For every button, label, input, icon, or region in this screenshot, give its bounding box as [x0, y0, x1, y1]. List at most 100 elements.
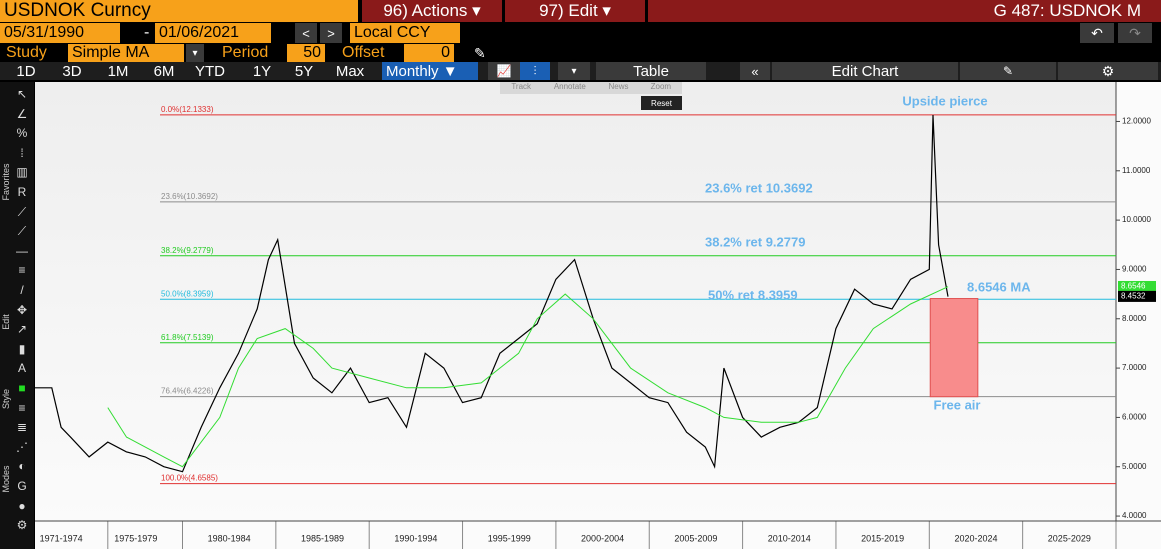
fib-label: 23.6%(10.3692): [161, 192, 218, 201]
tool-icon[interactable]: G: [17, 479, 27, 493]
study-label: Study: [6, 44, 47, 61]
y-tick-label: 4.0000: [1122, 511, 1147, 520]
fib-label: 50.0%(8.3959): [161, 289, 214, 298]
collapse[interactable]: «: [740, 62, 770, 80]
x-tick-label: 2025-2029: [1048, 533, 1091, 543]
annotation: 50% ret 8.3959: [708, 287, 798, 302]
popup-zoom[interactable]: Zoom: [650, 82, 672, 91]
y-tick-label: 5.0000: [1122, 462, 1147, 471]
prev-button[interactable]: <: [295, 23, 317, 43]
frequency[interactable]: Monthly ▼: [382, 62, 478, 80]
fib-label: 0.0%(12.1333): [161, 105, 214, 114]
currency[interactable]: Local CCY: [350, 23, 460, 43]
annotation: Upside pierce: [902, 93, 987, 108]
screen-title: G 487: USDNOK M: [648, 0, 1161, 22]
x-axis-background: [35, 521, 1161, 549]
undo[interactable]: ↶: [1080, 23, 1114, 43]
plot-background: [35, 82, 1116, 521]
last-value-label: 8.4532: [1121, 292, 1146, 301]
chart-dropdown[interactable]: ▾: [558, 62, 590, 80]
tool-icon[interactable]: /: [20, 283, 24, 297]
y-tick-label: 8.0000: [1122, 314, 1147, 323]
period-label: Period: [222, 44, 269, 61]
start-date[interactable]: 05/31/1990: [0, 23, 120, 43]
tool-icon[interactable]: ≣: [16, 420, 28, 435]
tool-icon[interactable]: ↗: [16, 322, 28, 337]
line-icon[interactable]: 📈: [488, 62, 520, 80]
redo[interactable]: ↷: [1118, 23, 1152, 43]
price-line: [35, 114, 949, 473]
table-button[interactable]: Table: [596, 62, 706, 80]
side-toolbar: ↖ ∠% ⁞ ▥ R ⟋ ⟋ — ≡ / ✥ ↗ ▮ A ■ ≡ ≣ ⋰ ◐ G ● ⚙ Favorites Edit S…: [0, 82, 34, 549]
last-value-tag: [1118, 290, 1156, 302]
x-tick-label: 2000-2004: [581, 533, 624, 543]
reset-button[interactable]: Reset: [641, 96, 682, 110]
annotation: 38.2% ret 9.2779: [705, 234, 805, 249]
tool-icon[interactable]: ✥: [16, 302, 28, 317]
y-tick-label: 10.0000: [1122, 215, 1151, 224]
y-tick-label: 9.0000: [1122, 265, 1147, 274]
edit-icon[interactable]: ✎: [960, 62, 1056, 80]
range-button[interactable]: 1D: [16, 62, 36, 80]
title-bar: USDNOK Curncy 96) Actions ▾ 97) Edit ▾ G…: [0, 0, 1161, 22]
tool-icon[interactable]: ≡: [18, 263, 26, 278]
x-tick-label: 1980-1984: [208, 533, 251, 543]
actions-menu[interactable]: 96) Actions ▾: [362, 0, 502, 22]
fib-label: 100.0%(4.6585): [161, 474, 218, 483]
x-tick-label: 2010-2014: [768, 533, 811, 543]
range-button[interactable]: Max: [335, 62, 365, 80]
tool-icon[interactable]: ■: [18, 381, 26, 395]
fib-label: 61.8%(7.5139): [161, 333, 214, 342]
popup-track[interactable]: Track: [511, 82, 532, 91]
popup-news[interactable]: News: [608, 82, 629, 91]
range-button[interactable]: 1Y: [252, 62, 272, 80]
tool-icon[interactable]: ≡: [18, 400, 26, 415]
annotation: 8.6546 MA: [967, 279, 1031, 294]
end-date[interactable]: 01/06/2021: [155, 23, 271, 43]
tool-icon[interactable]: ↖: [16, 87, 28, 101]
settings[interactable]: ⚙: [1058, 62, 1158, 80]
popup-annotate[interactable]: Annotate: [553, 82, 586, 91]
fib-label: 38.2%(9.2779): [161, 246, 214, 255]
last-value-tag: [1118, 280, 1156, 292]
x-tick-label: 1995-1999: [488, 533, 531, 543]
ticker[interactable]: USDNOK Curncy: [0, 0, 358, 22]
study-dropdown[interactable]: ▾: [186, 44, 204, 62]
tool-icon[interactable]: %: [16, 126, 28, 141]
tool-icon[interactable]: R: [17, 185, 27, 199]
tool-icon[interactable]: ▥: [16, 165, 28, 180]
tool-icon[interactable]: —: [16, 243, 28, 258]
tool-icon[interactable]: ●: [18, 498, 26, 513]
edit-chart[interactable]: Edit Chart: [772, 62, 958, 80]
tool-icon[interactable]: ◐: [18, 459, 26, 474]
tool-icon[interactable]: ∠: [16, 106, 28, 121]
range-button[interactable]: YTD: [195, 62, 225, 80]
study[interactable]: Simple MA: [68, 44, 184, 62]
tool-icon[interactable]: ▮: [18, 341, 26, 356]
pen-icon[interactable]: ✎: [474, 44, 486, 61]
tool-icon[interactable]: A: [17, 361, 26, 376]
annotation: Free air: [934, 397, 981, 412]
range-button[interactable]: 6M: [153, 62, 175, 80]
range-bar: Monthly ▼ 📈 ⫶ ▾ Table « Edit Chart ✎ ⚙ 1…: [0, 62, 1161, 80]
tool-icon[interactable]: ⁞: [20, 145, 24, 160]
study-bar: Study Simple MA ▾ Period 50 Offset 0 ✎: [0, 44, 1161, 62]
edit-menu[interactable]: 97) Edit ▾: [505, 0, 645, 22]
range-button[interactable]: 1M: [107, 62, 129, 80]
favorites-label: Favorites: [1, 163, 11, 201]
y-tick-label: 7.0000: [1122, 363, 1147, 372]
offset[interactable]: 0: [404, 44, 454, 62]
period[interactable]: 50: [287, 44, 325, 62]
tool-icon[interactable]: ⟋: [17, 224, 27, 239]
tool-icon[interactable]: ⋰: [16, 439, 28, 454]
range-button[interactable]: 5Y: [294, 62, 314, 80]
next-button[interactable]: >: [320, 23, 342, 43]
free-air-box: [929, 298, 979, 398]
tool-icon[interactable]: ⚙: [16, 518, 28, 533]
range-button[interactable]: 3D: [62, 62, 82, 80]
modes-label: Modes: [1, 465, 11, 493]
tool-icon[interactable]: ⟋: [17, 204, 27, 219]
bar-icon[interactable]: ⫶: [520, 62, 550, 80]
